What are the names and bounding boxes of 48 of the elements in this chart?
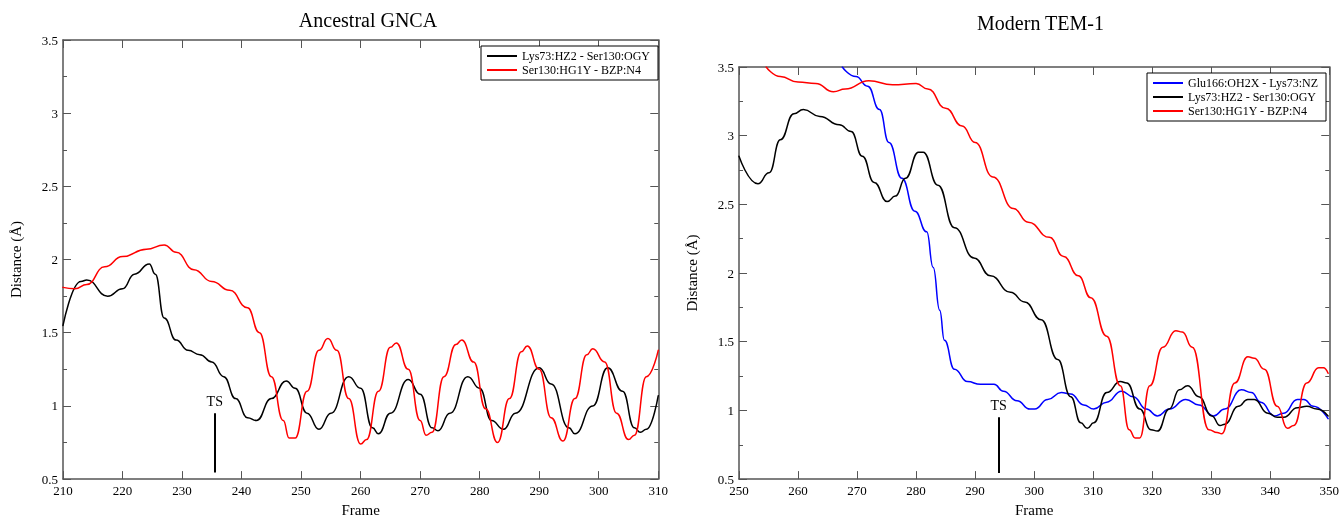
y-axis-title: Distance (Å) [7,221,25,299]
x-tick-label: 320 [1142,483,1162,499]
x-tick-label: 270 [410,483,430,499]
x-tick-label: 340 [1260,483,1280,499]
y-tick-label: 2.5 [717,196,734,212]
x-tick-label: 260 [788,483,808,499]
y-tick-label: 1.5 [717,334,734,350]
x-tick-label: 290 [529,483,549,499]
legend-label: Glu166:OH2X - Lys73:NZ [1188,76,1318,90]
x-tick-label: 260 [350,483,371,499]
x-tick-label: 230 [172,483,192,499]
x-tick-label: 250 [291,483,311,499]
ref-line-label: TS [206,393,223,409]
x-axis-title: Frame [1014,501,1054,518]
x-tick-label: 300 [1024,483,1044,499]
x-tick-label: 310 [648,483,668,499]
x-tick-label: 280 [469,483,490,499]
x-tick-label: 290 [965,483,985,499]
x-axis-title: Frame [341,501,381,518]
x-tick-label: 270 [847,483,867,499]
y-tick-label: 3.5 [41,32,58,48]
y-tick-label: 1 [51,398,58,414]
y-tick-label: 2 [727,265,734,281]
x-tick-label: 330 [1201,483,1221,499]
legend-label: Ser130:HG1Y - BZP:N4 [1188,104,1307,118]
ref-line-label: TS [990,397,1007,413]
line-series [738,108,1329,432]
legend-label: Lys73:HZ2 - Ser130:OGY [522,49,651,63]
y-tick-label: 1 [727,402,734,418]
legend-label: Lys73:HZ2 - Ser130:OGY [1188,90,1317,104]
line-series [765,66,1329,439]
y-tick-label: 2 [51,252,58,268]
y-tick-label: 3 [727,128,734,144]
x-tick-label: 310 [1083,483,1103,499]
chart-title: Modern TEM-1 [977,12,1104,34]
y-axis-title: Distance (Å) [683,234,701,312]
line-series [841,66,1329,420]
x-tick-label: 220 [112,483,133,499]
x-tick-label: 280 [906,483,926,499]
chart-title: Ancestral GNCA [298,9,438,31]
legend-label: Ser130:HG1Y - BZP:N4 [522,63,641,77]
y-tick-label: 3.5 [717,59,734,75]
y-tick-label: 3 [51,105,58,121]
y-tick-label: 2.5 [41,178,58,194]
x-tick-label: 240 [231,483,252,499]
x-tick-label: 350 [1319,483,1339,499]
x-tick-label: 300 [588,483,609,499]
y-tick-label: 1.5 [41,325,58,341]
